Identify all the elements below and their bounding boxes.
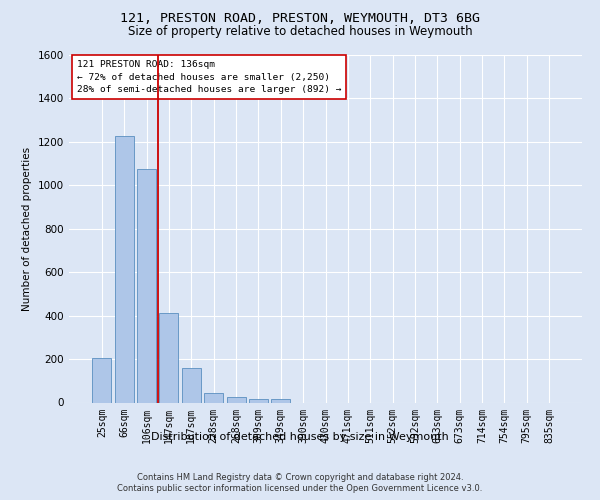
Text: Size of property relative to detached houses in Weymouth: Size of property relative to detached ho… [128, 25, 472, 38]
Text: Contains HM Land Registry data © Crown copyright and database right 2024.: Contains HM Land Registry data © Crown c… [137, 472, 463, 482]
Bar [204, 392, 223, 402]
Bar [160, 314, 178, 402]
Text: 121, PRESTON ROAD, PRESTON, WEYMOUTH, DT3 6BG: 121, PRESTON ROAD, PRESTON, WEYMOUTH, DT… [120, 12, 480, 26]
Bar [137, 169, 156, 402]
Y-axis label: Number of detached properties: Number of detached properties [22, 146, 32, 311]
Bar [115, 136, 134, 402]
Bar [227, 397, 245, 402]
Bar [271, 399, 290, 402]
Bar [249, 399, 268, 402]
Bar [182, 368, 201, 402]
Bar [92, 358, 112, 403]
Text: Distribution of detached houses by size in Weymouth: Distribution of detached houses by size … [151, 432, 449, 442]
Text: Contains public sector information licensed under the Open Government Licence v3: Contains public sector information licen… [118, 484, 482, 493]
Text: 121 PRESTON ROAD: 136sqm
← 72% of detached houses are smaller (2,250)
28% of sem: 121 PRESTON ROAD: 136sqm ← 72% of detach… [77, 60, 341, 94]
